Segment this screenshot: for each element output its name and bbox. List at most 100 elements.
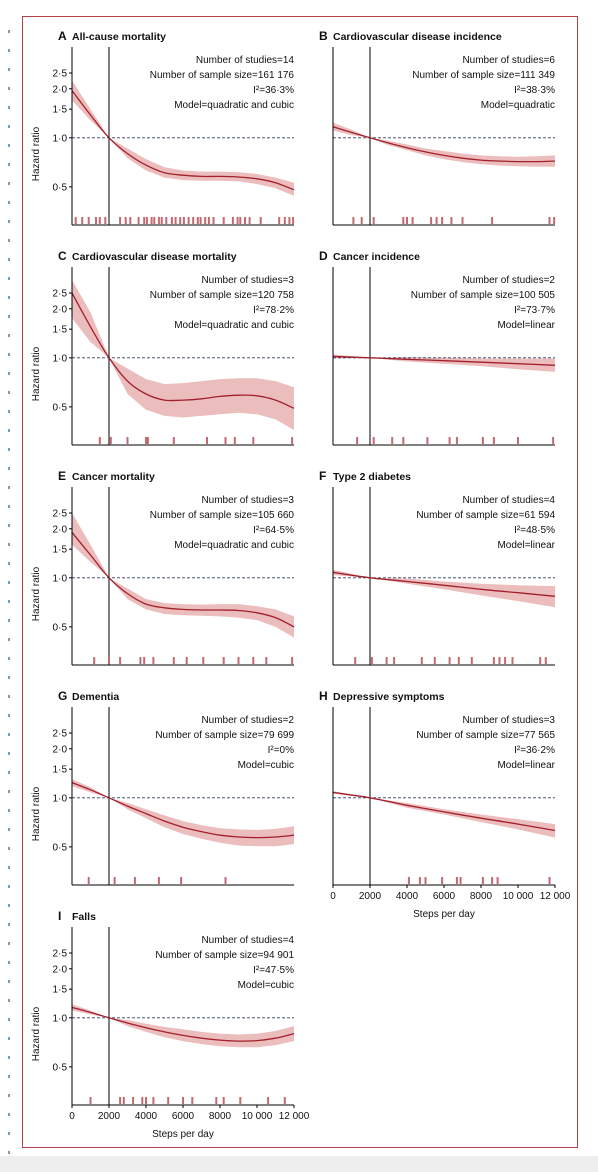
margin-mark [8, 752, 10, 755]
rug-mark [182, 1097, 184, 1104]
rug-mark [448, 437, 451, 444]
hazard-ratio-curve [71, 532, 295, 628]
rug-mark [492, 437, 495, 444]
confidence-band [72, 1004, 294, 1048]
rug-mark [248, 217, 251, 224]
rug-mark [133, 877, 136, 884]
panel-letter: D [319, 249, 328, 263]
hazard-ratio-curve [332, 571, 556, 597]
y-tick-label: 1·0 [53, 353, 68, 364]
confidence-band [333, 122, 555, 167]
rug-mark [424, 877, 427, 884]
margin-mark [8, 885, 10, 888]
rug-mark [548, 217, 551, 224]
margin-mark [8, 600, 10, 603]
rug-mark [481, 437, 484, 444]
stat-line: I²=0% [268, 745, 295, 756]
stat-line: Number of studies=4 [462, 495, 555, 506]
panel-title: Cancer incidence [333, 251, 420, 263]
rug-mark [172, 437, 175, 444]
rug-mark [370, 657, 373, 664]
rug-mark [204, 217, 207, 224]
stat-line: Model=quadratic and cubic [174, 100, 294, 111]
panel-letter: A [58, 29, 67, 43]
rug-mark [385, 657, 388, 664]
rug-mark [491, 217, 494, 224]
margin-mark [8, 543, 10, 546]
margin-mark [8, 144, 10, 147]
margin-mark [8, 581, 10, 584]
confidence-band [72, 513, 294, 638]
stat-line: Model=quadratic [481, 100, 555, 111]
margin-mark [8, 1132, 10, 1135]
rug-mark [430, 217, 433, 224]
panel-letter: C [58, 249, 67, 263]
margin-mark [8, 467, 10, 470]
margin-mark [8, 1037, 10, 1040]
y-tick-label: 1·5 [53, 765, 68, 776]
margin-mark [8, 87, 10, 90]
hazard-ratio-curve [71, 782, 295, 839]
margin-mark [8, 1018, 10, 1021]
panel-b: B Cardiovascular disease incidence Number … [319, 29, 555, 226]
rug-mark [146, 437, 149, 444]
page-bottom-strip [0, 1156, 598, 1172]
margin-mark [8, 866, 10, 869]
rug-mark [129, 217, 132, 224]
hazard-ratio-curve [332, 791, 556, 832]
rug-mark [143, 657, 146, 664]
margin-mark [8, 733, 10, 736]
y-tick-label: 0·5 [53, 622, 68, 633]
panel-title: Cardiovascular disease incidence [333, 31, 502, 43]
stat-line: Number of sample size=111 349 [412, 70, 555, 81]
rug-mark [145, 437, 147, 444]
rug-mark [498, 657, 501, 664]
y-tick-label: 2·0 [53, 964, 68, 975]
margin-mark [8, 999, 10, 1002]
rug-mark [119, 217, 122, 224]
rug-mark [180, 877, 183, 884]
rug-mark [119, 1097, 122, 1104]
y-tick-label: 2·5 [53, 949, 68, 960]
x-tick-label: 12 000 [540, 891, 571, 902]
rug-mark [119, 657, 122, 664]
margin-mark [8, 486, 10, 489]
x-tick-label: 10 000 [242, 1111, 273, 1122]
y-tick-label: 2·0 [53, 304, 68, 315]
rug-mark [215, 1097, 218, 1104]
rug-mark [153, 217, 156, 224]
y-axis-label: Hazard ratio [31, 126, 42, 181]
margin-mark [8, 277, 10, 280]
rug-mark [192, 217, 195, 224]
rug-mark [109, 437, 112, 444]
figure-frame [22, 16, 578, 1148]
panel-e: E Cancer mortality Number of studies=3 Numb… [31, 469, 295, 666]
rug-mark [441, 877, 444, 884]
rug-mark [179, 217, 182, 224]
margin-mark [8, 980, 10, 983]
x-tick-label: 12 000 [279, 1111, 310, 1122]
stat-line: Model=linear [497, 760, 555, 771]
rug-mark [265, 657, 268, 664]
margin-mark [8, 790, 10, 793]
y-tick-label: 0·5 [53, 842, 68, 853]
rug-mark [137, 217, 140, 224]
rug-mark [455, 437, 458, 444]
rug-mark [511, 657, 514, 664]
stat-line: Model=cubic [238, 760, 294, 771]
rug-mark [165, 217, 168, 224]
confidence-band [333, 569, 555, 608]
rug-mark [278, 217, 281, 224]
rug-mark [87, 877, 90, 884]
rug-mark [74, 217, 77, 224]
rug-mark [552, 437, 555, 444]
margin-mark [8, 239, 10, 242]
confidence-band [333, 791, 555, 838]
rug-mark [372, 437, 375, 444]
stat-line: Model=cubic [238, 980, 294, 991]
stat-line: Number of sample size=100 505 [411, 290, 556, 301]
margin-mark [8, 410, 10, 413]
confidence-band [72, 280, 294, 431]
margin-mark [8, 258, 10, 261]
